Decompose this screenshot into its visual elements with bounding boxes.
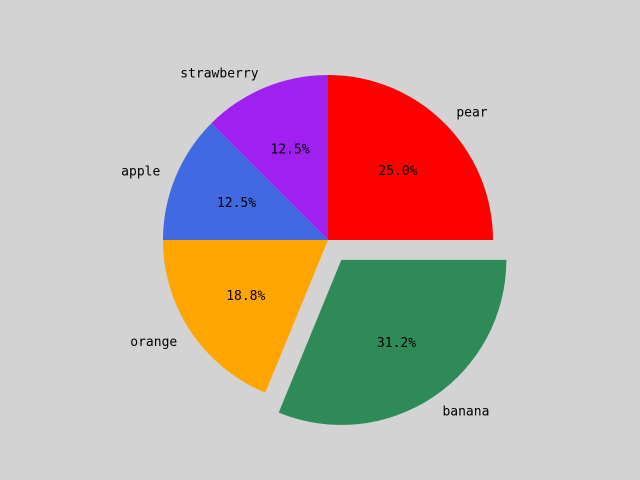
- pie-slices: [163, 75, 507, 425]
- pct-label-orange: 18.8%: [226, 289, 265, 304]
- slice-label-pear: pear: [456, 106, 487, 121]
- slice-label-orange: orange: [130, 335, 177, 350]
- pie-labels: pear 25.0% strawberry 12.5% apple 12.5% orange…: [121, 66, 489, 419]
- pie-slice-apple: [163, 123, 328, 240]
- pie-slice-banana: [278, 259, 507, 425]
- slice-label-banana: banana: [442, 405, 489, 420]
- pie-slice-orange: [163, 240, 328, 393]
- pct-label-apple: 12.5%: [217, 196, 256, 211]
- slice-label-strawberry: strawberry: [180, 66, 258, 81]
- slice-label-apple: apple: [121, 165, 160, 180]
- pie-slice-pear: [328, 75, 493, 240]
- pct-label-strawberry: 12.5%: [271, 143, 310, 158]
- pct-label-banana: 31.2%: [377, 336, 416, 351]
- pct-label-pear: 25.0%: [378, 164, 417, 179]
- pie-slice-strawberry: [211, 75, 328, 240]
